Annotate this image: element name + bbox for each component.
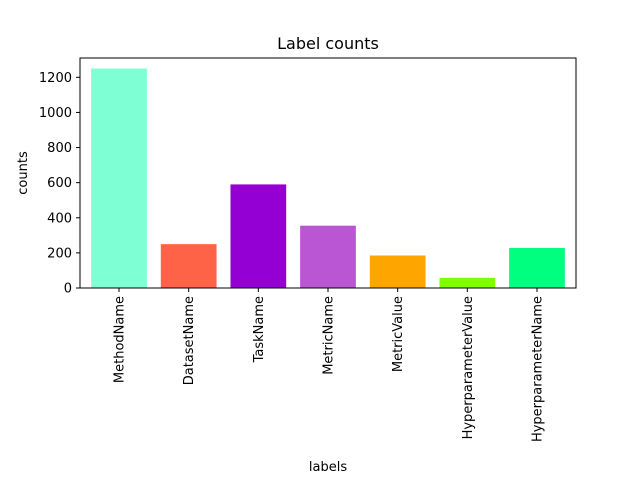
y-axis-label: counts — [16, 151, 31, 195]
bars-group — [91, 68, 565, 288]
bar-MetricName — [300, 225, 356, 288]
bar-HyperparameterValue — [439, 277, 496, 288]
chart-title: Label counts — [277, 34, 379, 53]
plot-frame — [79, 57, 577, 289]
x-tick-label: MetricValue — [391, 296, 406, 372]
y-tick-label: 800 — [47, 141, 72, 156]
x-tick-label: HyperparameterValue — [461, 296, 476, 439]
bar-HyperparameterName — [509, 247, 565, 288]
bar-MethodName — [91, 68, 147, 288]
y-axis-ticks: 0 200 400 600 800 1000 1200 — [39, 71, 80, 297]
x-tick-label: MetricName — [322, 296, 337, 375]
y-tick-label: 1000 — [39, 106, 72, 121]
bar-MetricValue — [369, 255, 426, 288]
x-tick-label: TaskName — [252, 296, 267, 363]
y-tick-label: 200 — [47, 246, 72, 261]
x-tick-label: HyperparameterName — [530, 296, 545, 442]
x-axis-label: labels — [309, 460, 347, 475]
y-tick-label: 400 — [47, 211, 72, 226]
y-tick-label: 600 — [47, 176, 72, 191]
bar-TaskName — [230, 184, 287, 288]
y-tick-label: 1200 — [39, 71, 72, 86]
x-tick-label: MethodName — [113, 296, 128, 383]
bar-DatasetName — [160, 244, 217, 288]
y-tick-label: 0 — [64, 282, 72, 297]
x-tick-label: DatasetName — [182, 296, 197, 385]
x-axis-ticks: MethodName DatasetName TaskName MetricName M… — [113, 288, 545, 442]
